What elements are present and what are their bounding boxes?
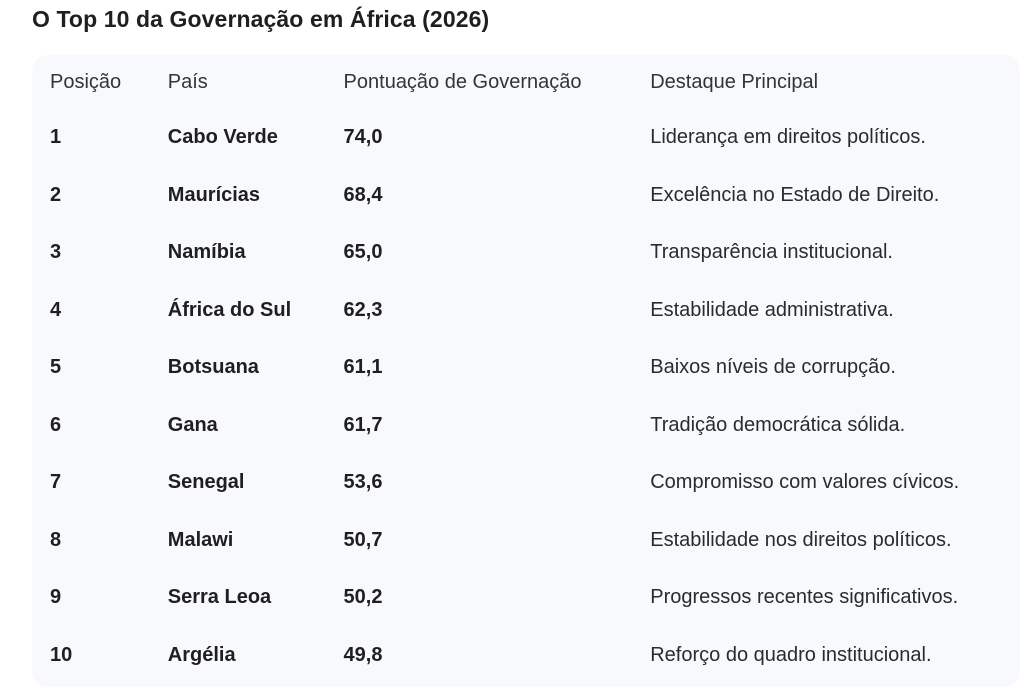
header-position: Posição <box>50 70 122 93</box>
score-cell: 74,0 <box>343 126 383 149</box>
table-row: 9 Serra Leoa 50,2 Progressos recentes signi… <box>50 569 1020 627</box>
position-cell: 4 <box>50 298 62 321</box>
table-row: 1 Cabo Verde 74,0 Liderança em direitos pol… <box>50 109 1020 167</box>
country-cell: Senegal <box>167 471 245 494</box>
highlight-cell: Transparência institucional. <box>650 241 893 264</box>
header-country: País <box>167 70 208 93</box>
score-cell: 61,1 <box>343 356 383 379</box>
score-cell: 49,8 <box>343 643 383 666</box>
highlight-cell: Excelência no Estado de Direito. <box>650 183 940 206</box>
position-cell: 8 <box>50 528 62 551</box>
highlight-cell: Liderança em direitos políticos. <box>650 126 926 149</box>
score-cell: 53,6 <box>343 471 383 494</box>
score-cell: 50,7 <box>343 528 383 551</box>
highlight-cell: Tradição democrática sólida. <box>650 413 906 436</box>
country-cell: Cabo Verde <box>167 126 278 149</box>
score-cell: 61,7 <box>343 413 383 436</box>
country-cell: Argélia <box>167 643 236 666</box>
position-cell: 3 <box>50 241 62 264</box>
highlight-cell: Estabilidade administrativa. <box>650 298 894 321</box>
table-row: 2 Maurícias 68,4 Excelência no Estado de Di… <box>50 167 1020 225</box>
country-cell: Botsuana <box>167 356 259 379</box>
table-row: 6 Gana 61,7 Tradição democrática sólida. <box>50 397 1020 455</box>
table-header: Posição País Pontuação de Governação Des… <box>50 55 1020 109</box>
position-cell: 2 <box>50 183 62 206</box>
highlight-cell: Progressos recentes significativos. <box>650 586 959 609</box>
position-cell: 6 <box>50 413 62 436</box>
country-cell: Serra Leoa <box>167 586 272 609</box>
table-row: 4 África do Sul 62,3 Estabilidade administr… <box>50 282 1020 340</box>
score-cell: 50,2 <box>343 586 383 609</box>
table-row: 7 Senegal 53,6 Compromisso com valores cívi… <box>50 454 1020 512</box>
highlight-cell: Reforço do quadro institucional. <box>650 643 932 666</box>
table-row: 8 Malawi 50,7 Estabilidade nos direitos pol… <box>50 512 1020 570</box>
country-cell: África do Sul <box>167 298 292 321</box>
governance-table: Posição País Pontuação de Governação Des… <box>50 55 1020 684</box>
table-body: 1 Cabo Verde 74,0 Liderança em direitos pol… <box>50 109 1020 684</box>
header-score: Pontuação de Governação <box>343 70 582 93</box>
table-row: 10 Argélia 49,8 Reforço do quadro instituci… <box>50 627 1020 685</box>
page-title: O Top 10 da Governação em África (2026) <box>32 6 490 32</box>
highlight-cell: Compromisso com valores cívicos. <box>650 471 960 494</box>
highlight-cell: Baixos níveis de corrupção. <box>650 356 896 379</box>
header-highlight: Destaque Principal <box>650 70 819 93</box>
table-row: 5 Botsuana 61,1 Baixos níveis de corrupção. <box>50 339 1020 397</box>
highlight-cell: Estabilidade nos direitos políticos. <box>650 528 952 551</box>
score-cell: 68,4 <box>343 183 383 206</box>
position-cell: 1 <box>50 126 62 149</box>
position-cell: 7 <box>50 471 62 494</box>
governance-table-container: Posição País Pontuação de Governação Des… <box>32 55 1020 687</box>
position-cell: 5 <box>50 356 62 379</box>
position-cell: 9 <box>50 586 62 609</box>
country-cell: Gana <box>167 413 218 436</box>
header-row: Posição País Pontuação de Governação Des… <box>50 55 1020 109</box>
score-cell: 62,3 <box>343 298 383 321</box>
table-row: 3 Namíbia 65,0 Transparência institucional. <box>50 224 1020 282</box>
country-cell: Namíbia <box>167 241 246 264</box>
country-cell: Maurícias <box>167 183 261 206</box>
score-cell: 65,0 <box>343 241 383 264</box>
position-cell: 10 <box>50 643 73 666</box>
country-cell: Malawi <box>167 528 234 551</box>
